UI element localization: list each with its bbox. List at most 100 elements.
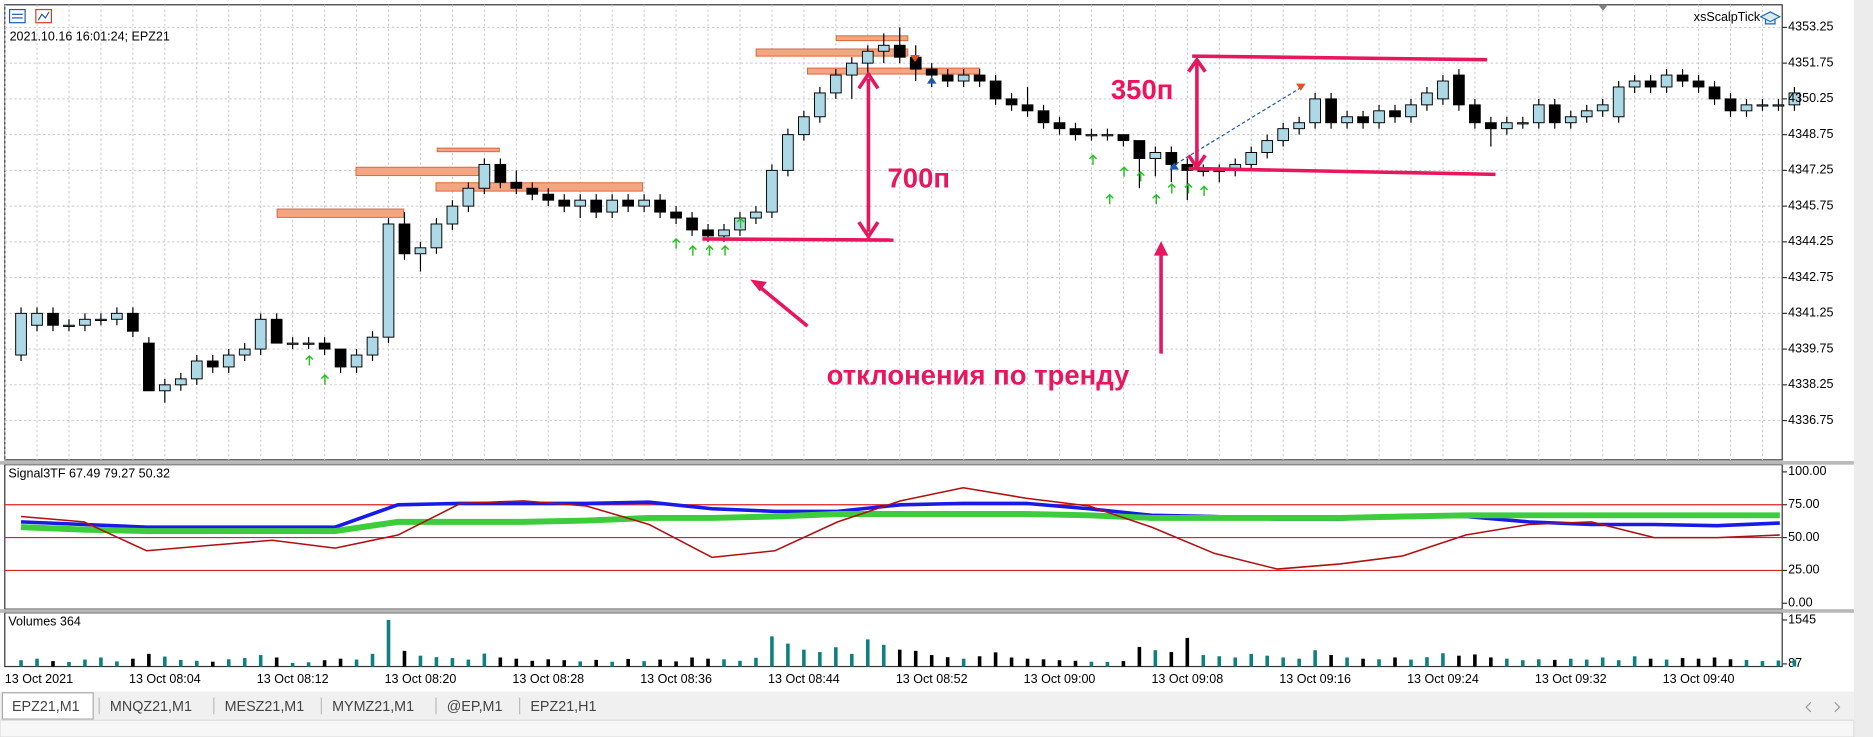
volume-bar [1089, 661, 1094, 667]
candle-body [1357, 116, 1369, 124]
annotation-line [1188, 166, 1496, 177]
level-zones [276, 35, 980, 218]
volume-bar [386, 619, 391, 667]
zone [436, 147, 500, 153]
volume-bar [1473, 654, 1477, 667]
candle-body [63, 324, 75, 327]
candle-body [1325, 98, 1337, 124]
annotation-text: отклонения по тренду [827, 360, 1130, 391]
candle-body [1612, 86, 1625, 118]
x-tick-label: 13 Oct 09:00 [1024, 672, 1096, 686]
candle-body [638, 199, 650, 207]
candle-body [1724, 98, 1737, 112]
candle-body [574, 199, 587, 207]
volume-bar [722, 659, 726, 667]
candle-body [127, 312, 139, 332]
volume-bar [1425, 657, 1429, 667]
candle-body [622, 199, 634, 207]
annotations: 700п 350п отклонения по тренду [702, 54, 1496, 391]
candle-body [206, 360, 219, 368]
volume-bar [834, 647, 838, 667]
separator [0, 461, 1854, 465]
candle-body [1644, 80, 1657, 88]
volume-bar [466, 659, 471, 667]
volume-bar [1297, 658, 1301, 667]
y-tick-label: 4338.25 [1788, 377, 1833, 391]
tab[interactable]: MESZ21,M1 [225, 699, 305, 715]
signal-arrow [1152, 193, 1161, 205]
candle-body [366, 336, 379, 356]
tab[interactable]: MYMZ21,M1 [332, 699, 414, 715]
candle-body [1421, 92, 1433, 106]
tab[interactable]: EPZ21,H1 [530, 699, 596, 715]
y-tick-label: 4345.75 [1788, 198, 1833, 212]
signal-arrow [1136, 170, 1145, 182]
volume-bar [1153, 650, 1158, 667]
candle-body [542, 193, 555, 201]
icon [8, 8, 26, 24]
candle-body [1021, 104, 1034, 112]
volume-bar [1776, 660, 1781, 667]
y-tick-label: 4347.25 [1788, 163, 1833, 177]
candle-body [1660, 74, 1673, 88]
candle-body [1261, 140, 1274, 153]
candle-body [1740, 104, 1753, 112]
volume-bar [578, 661, 583, 667]
volume-bar [338, 658, 343, 667]
volume-bar [1744, 659, 1749, 667]
volume-bar [1552, 659, 1557, 667]
candle-body [845, 62, 858, 76]
volume-bar [754, 657, 758, 667]
annotation-text: 350п [1111, 74, 1173, 105]
candle-body [1676, 74, 1689, 82]
candle-body [254, 318, 267, 350]
candle-body [606, 199, 619, 213]
volume-bar [306, 662, 311, 667]
grid [4, 4, 1783, 460]
volume-bar [434, 657, 439, 667]
volume-bar [1057, 660, 1062, 667]
tab-active[interactable] [1, 692, 94, 720]
candle-body [446, 205, 459, 225]
signal-arrow [736, 217, 745, 229]
volume-bar [1073, 660, 1078, 667]
icon [37, 11, 50, 21]
volume-bar [1664, 659, 1669, 667]
buy-marker [1169, 162, 1179, 170]
y-tick-label: 4339.75 [1788, 341, 1833, 355]
signal-arrow [1119, 166, 1129, 177]
volume-bar [1728, 659, 1733, 667]
signal-arrow [720, 245, 730, 256]
signal-arrow [1105, 193, 1114, 205]
volume-bar [770, 636, 774, 667]
candle-body [718, 229, 730, 237]
tab[interactable]: @EP,M1 [447, 699, 503, 715]
volume-bar [1441, 653, 1445, 667]
candle-body [654, 199, 666, 213]
y-tick-label: 4350.25 [1788, 91, 1833, 105]
volume-bar [1505, 658, 1509, 667]
volume-bar [498, 657, 503, 667]
y-tick-label: 50.00 [1788, 530, 1819, 544]
indicator-line [20, 511, 1780, 535]
volume-bar [913, 650, 918, 667]
annotation-line [753, 281, 809, 328]
x-tick-label: 13 Oct 09:24 [1407, 672, 1479, 686]
candle-body [861, 50, 874, 64]
volume-bar [51, 661, 55, 667]
volume-bar [706, 658, 710, 667]
signal-arrow [1184, 182, 1193, 194]
volume-bar [1568, 658, 1573, 667]
candle-body [158, 384, 171, 392]
tab[interactable]: EPZ21,M1 [12, 699, 80, 715]
volume-bar [418, 655, 423, 667]
candle-body [510, 181, 523, 189]
signal-arrow [705, 245, 714, 256]
tab-bar [0, 691, 1854, 721]
zone [355, 166, 491, 177]
y-tick-label: 4336.75 [1788, 413, 1833, 427]
tab[interactable]: MNQZ21,M1 [110, 699, 192, 715]
candle-body [686, 217, 698, 231]
volume-bar [163, 656, 167, 667]
